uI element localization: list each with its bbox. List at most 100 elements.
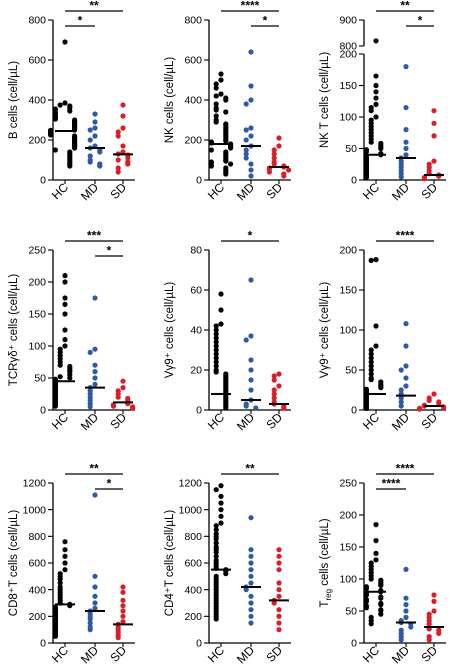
point-hc — [62, 301, 68, 307]
point-md — [243, 337, 249, 343]
point-hc — [62, 337, 68, 343]
point-hc — [373, 101, 379, 107]
y-tick-label: 0 — [351, 175, 357, 187]
point-sd — [115, 169, 121, 175]
point-hc — [62, 553, 68, 559]
y-tick-label: 600 — [28, 55, 46, 67]
point-md — [97, 163, 103, 169]
panel-7: 0 200 400 600 800 1000 1200 HC MD SD CD8⁺T cells (… — [8, 462, 135, 666]
point-hc — [223, 158, 229, 164]
y-tick-label: 0 — [351, 405, 357, 417]
point-hc — [213, 523, 219, 529]
point-md — [87, 127, 93, 133]
x-tick-label-hc: HC — [205, 410, 227, 432]
point-md — [398, 395, 404, 401]
point-md — [92, 362, 98, 368]
point-hc — [368, 355, 374, 361]
panel-6: 0 50 100 150 200 HC MD SD Vγ9⁺ cells (cell/µL) **… — [319, 229, 447, 433]
point-hc — [378, 145, 384, 152]
point-hc — [67, 163, 73, 169]
point-hc — [223, 571, 229, 577]
y-tick-label: 200 — [339, 245, 357, 257]
point-hc — [62, 560, 68, 566]
point-sd — [120, 125, 126, 131]
point-sd — [276, 553, 282, 559]
point-md — [248, 277, 254, 283]
y-tick-label: 200 — [339, 49, 357, 61]
point-md — [92, 605, 98, 611]
significance-label: **** — [241, 0, 260, 13]
point-md — [403, 104, 409, 111]
y-axis-label: NK T cells (cell/µL) — [319, 52, 331, 148]
point-md — [398, 367, 404, 373]
point-hc — [363, 149, 369, 155]
point-hc — [373, 95, 379, 101]
point-sd — [276, 560, 282, 566]
y-tick-label: 800 — [339, 41, 357, 53]
x-tick-label-sd: SD — [263, 643, 285, 665]
point-sd — [281, 405, 287, 411]
point-md — [92, 573, 98, 579]
point-hc — [213, 343, 219, 349]
point-hc — [57, 576, 63, 582]
point-hc — [373, 82, 379, 89]
point-md — [248, 125, 254, 131]
point-sd — [431, 608, 437, 614]
point-sd — [120, 149, 126, 155]
point-hc — [72, 145, 78, 151]
point-hc — [213, 527, 219, 533]
significance-label: ** — [89, 0, 99, 13]
point-sd — [120, 584, 126, 590]
y-tick-label: 400 — [184, 95, 202, 107]
point-hc — [218, 520, 224, 526]
point-hc — [368, 108, 374, 114]
point-md — [92, 125, 98, 131]
point-sd — [431, 158, 437, 164]
point-md — [403, 363, 409, 369]
point-hc — [213, 81, 219, 87]
point-sd — [120, 102, 126, 108]
point-sd — [266, 169, 272, 175]
y-tick-label: 400 — [184, 584, 202, 596]
point-md — [403, 321, 409, 327]
x-tick-label-sd: SD — [107, 643, 129, 665]
point-sd — [271, 155, 277, 161]
point-sd — [120, 597, 126, 603]
point-sd — [271, 387, 277, 393]
point-sd — [431, 133, 437, 139]
point-md — [248, 560, 254, 566]
significance-label: ** — [400, 0, 410, 13]
point-hc — [363, 592, 369, 598]
y-tick-label: 100 — [339, 574, 357, 586]
point-md — [243, 127, 249, 133]
point-md — [87, 137, 93, 143]
point-hc — [213, 549, 219, 555]
point-sd — [431, 598, 437, 605]
point-hc — [213, 85, 219, 91]
point-hc — [218, 483, 224, 489]
point-sd — [276, 143, 282, 149]
point-sd — [115, 165, 121, 171]
point-hc — [213, 323, 219, 329]
point-hc — [213, 347, 219, 353]
point-md — [398, 403, 404, 409]
panel-4: 0 50 100 150 200 250 HC MD SD TCRγδ⁺ cells (cell/… — [8, 229, 136, 433]
y-axis-label: CD8⁺T cells (cell/µL) — [8, 510, 20, 617]
point-md — [92, 369, 98, 375]
point-hc — [378, 611, 384, 617]
point-sd — [115, 394, 121, 400]
point-hc — [62, 539, 68, 545]
point-md — [248, 387, 254, 393]
point-sd — [426, 397, 432, 403]
point-sd — [271, 161, 277, 167]
point-sd — [271, 395, 277, 401]
point-hc — [373, 343, 379, 349]
point-hc — [213, 540, 219, 546]
point-sd — [431, 391, 437, 397]
y-tick-label: 0 — [196, 638, 202, 650]
point-sd — [120, 619, 126, 625]
point-hc — [373, 257, 379, 263]
point-sd — [130, 405, 136, 411]
point-md — [243, 147, 249, 153]
